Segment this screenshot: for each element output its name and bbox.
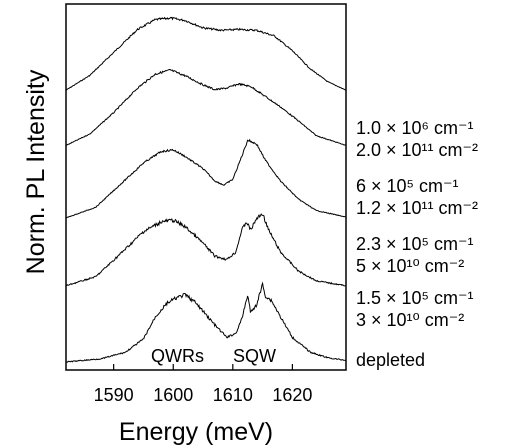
series-label: 1.2 × 10¹¹ cm⁻² [356,198,478,218]
annotation-qwrs: QWRs [151,346,204,366]
x-tick-label: 1600 [153,385,193,405]
annotation-sqw: SQW [233,346,276,366]
series-line-3 [65,138,346,219]
x-tick-label: 1590 [94,385,134,405]
series-label: 5 × 10¹⁰ cm⁻² [356,256,464,276]
traces [65,16,346,363]
x-tick-label: 1610 [213,385,253,405]
series-label: 3 × 10¹⁰ cm⁻² [356,310,464,330]
x-tick-label: 1620 [272,385,312,405]
x-axis-label: Energy (meV) [119,418,273,446]
series-line-4 [65,213,346,287]
series-label: depleted [356,350,425,370]
series-line-1 [65,16,346,91]
series-label: 6 × 10⁵ cm⁻¹ [356,176,459,196]
series-label: 1.5 × 10⁵ cm⁻¹ [356,288,474,308]
series-label: 1.0 × 10⁶ cm⁻¹ [356,118,473,138]
series-line-2 [65,68,346,146]
y-axis-label: Norm. PL Intensity [22,69,50,274]
series-labels: 1.0 × 10⁶ cm⁻¹2.0 × 10¹¹ cm⁻² 6 × 10⁵ cm⁻… [356,118,478,370]
series-label: 2.0 × 10¹¹ cm⁻² [356,140,478,160]
series-line-5 [66,281,346,363]
plot-frame [65,3,347,371]
series-label: 2.3 × 10⁵ cm⁻¹ [356,234,474,254]
x-axis-ticks: 1590 1600 1610 1620 [94,364,312,405]
